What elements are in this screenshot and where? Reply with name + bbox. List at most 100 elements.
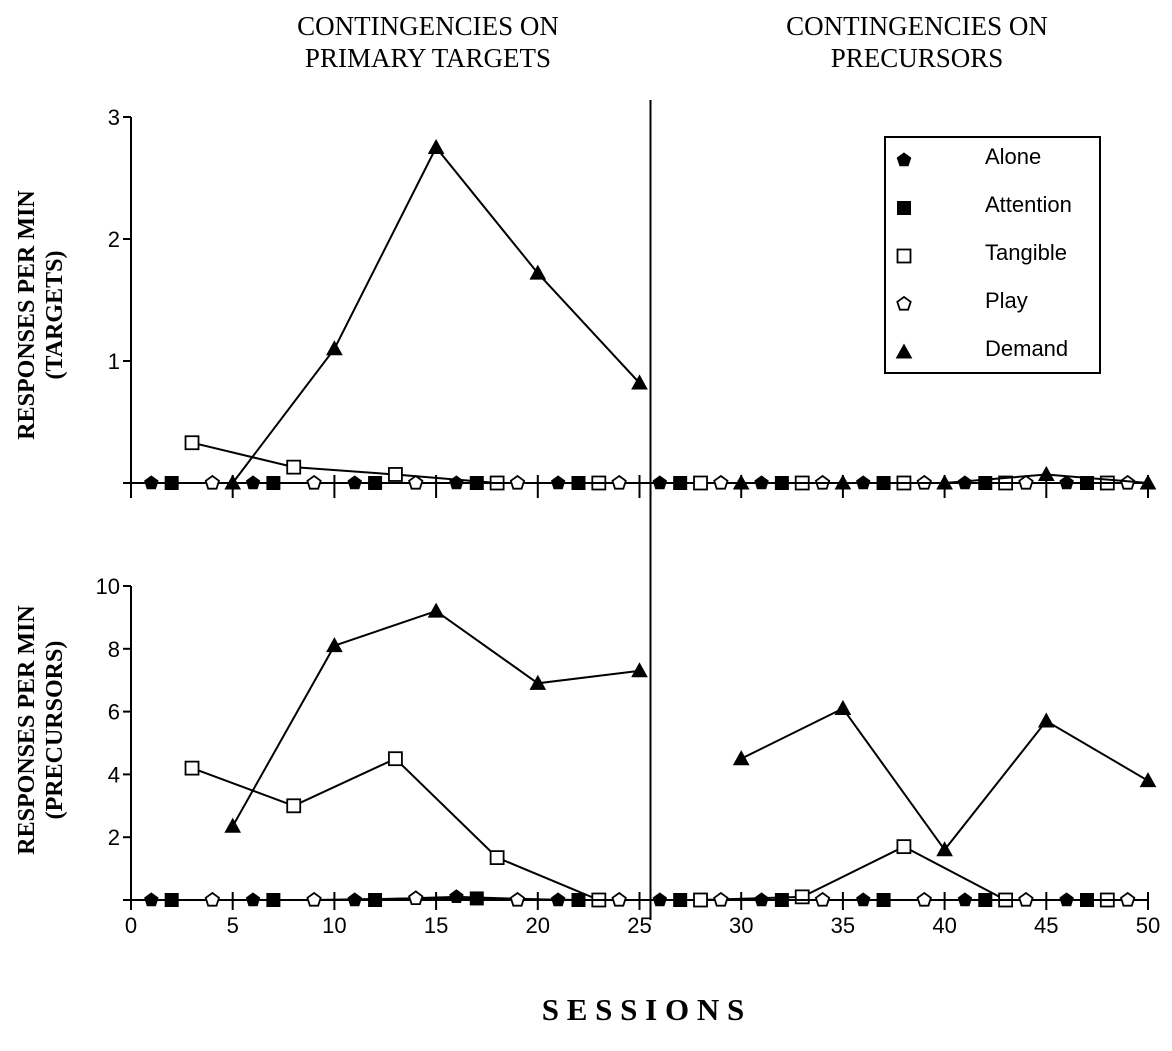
data-point (509, 891, 526, 907)
data-point (916, 891, 932, 907)
legend-label: Play (985, 288, 1028, 313)
data-point (427, 602, 445, 618)
phase-label-1-line-1: CONTINGENCIES ON (297, 11, 559, 41)
x-tick-label: 0 (125, 913, 137, 938)
data-point (224, 817, 242, 833)
panel-2-axes: 2 4 6 8 10 0 5 10 15 20 25 30 35 40 45 50 (96, 574, 1161, 938)
legend-marker (896, 295, 912, 311)
legend: Alone Attention Tangible Play Demand (884, 136, 1101, 374)
data-point (834, 699, 852, 715)
series-line (231, 609, 640, 827)
x-tick-label: 10 (322, 913, 346, 938)
data-point (306, 474, 322, 490)
series-demand-panel-1 (224, 138, 1157, 490)
data-point (204, 474, 221, 490)
phase-label-2-line-1: CONTINGENCIES ON (786, 11, 1048, 41)
y-axis-title-bottom: RESPONSES PER MIN (PRECURSORS) (14, 605, 68, 855)
data-point (936, 474, 953, 490)
series-play-panel-2 (204, 890, 1136, 907)
data-point (306, 891, 322, 907)
data-point (1119, 891, 1136, 907)
series-line (231, 145, 641, 484)
y-tick-label: 2 (108, 227, 120, 252)
y-axis-title-top-line-2: (TARGETS) (42, 251, 68, 380)
data-point (936, 841, 953, 857)
data-point (408, 890, 424, 905)
x-tick-label: 5 (227, 913, 239, 938)
data-point (1037, 465, 1055, 481)
data-point (611, 474, 627, 490)
legend-marker (897, 201, 911, 215)
data-point (224, 474, 242, 490)
data-point (184, 435, 200, 451)
data-point (529, 674, 547, 690)
x-tick-label: 40 (932, 913, 956, 938)
y-tick-label: 1 (108, 349, 120, 374)
y-tick-label: 4 (108, 762, 120, 787)
data-point (673, 476, 688, 490)
data-point (693, 475, 708, 491)
data-point (1018, 474, 1034, 490)
y-tick-label: 10 (96, 574, 120, 599)
data-point (713, 474, 729, 490)
y-axis-title-bottom-line-2: (PRECURSORS) (42, 641, 68, 820)
data-point (326, 637, 343, 653)
y-axis-title-top: RESPONSES PER MIN (TARGETS) (14, 190, 68, 440)
data-point (529, 264, 547, 280)
data-point (652, 475, 668, 490)
data-point (449, 889, 464, 903)
data-point (631, 374, 648, 390)
data-point (489, 850, 505, 866)
y-axis-title-top-line-1: RESPONSES PER MIN (14, 190, 40, 440)
data-point (427, 138, 445, 154)
data-point (1037, 712, 1055, 728)
data-point (673, 893, 688, 907)
data-point (732, 474, 750, 490)
legend-entry-play: Play (896, 288, 1028, 313)
data-point (204, 891, 221, 907)
data-point (144, 475, 159, 490)
legend-entry-attention: Attention (897, 192, 1072, 217)
x-tick-label: 15 (424, 913, 448, 938)
phase-label-1-line-2: PRIMARY TARGETS (305, 43, 551, 73)
series-line (700, 845, 1108, 901)
x-tick-label: 45 (1034, 913, 1058, 938)
series-layer (144, 138, 1157, 908)
y-tick-label: 6 (108, 700, 120, 725)
legend-entry-demand: Demand (895, 336, 1068, 361)
legend-marker (896, 248, 912, 264)
legend-items: Alone Attention Tangible Play Demand (895, 144, 1072, 361)
data-point (388, 467, 403, 482)
data-point (286, 798, 302, 814)
series-demand-panel-2 (224, 602, 1157, 857)
data-point (408, 474, 424, 490)
data-point (1139, 772, 1157, 788)
data-point (509, 474, 526, 490)
legend-label: Attention (985, 192, 1072, 217)
phase-label-2-line-2: PRECURSORS (831, 43, 1004, 73)
data-point (652, 892, 668, 907)
data-point (631, 662, 648, 678)
x-tick-label: 20 (526, 913, 550, 938)
data-point (794, 889, 810, 905)
x-axis-title: S E S S I O N S (542, 992, 744, 1027)
legend-label: Demand (985, 336, 1068, 361)
data-point (896, 839, 912, 855)
data-point (834, 474, 852, 490)
x-tick-label: 35 (831, 913, 855, 938)
series-line (740, 707, 1149, 852)
legend-entry-tangible: Tangible (896, 240, 1067, 265)
data-point (814, 891, 831, 907)
y-tick-label: 3 (108, 105, 120, 130)
y-axis-title-bottom-line-1: RESPONSES PER MIN (14, 605, 40, 855)
phase-titles: CONTINGENCIES ON PRIMARY TARGETS CONTING… (297, 11, 1048, 73)
data-point (164, 893, 179, 907)
data-point (388, 751, 403, 767)
x-tick-label: 50 (1136, 913, 1160, 938)
data-point (713, 891, 729, 907)
data-point (1139, 474, 1157, 490)
series-line (191, 757, 600, 901)
data-point (144, 892, 159, 907)
data-point (732, 750, 750, 766)
